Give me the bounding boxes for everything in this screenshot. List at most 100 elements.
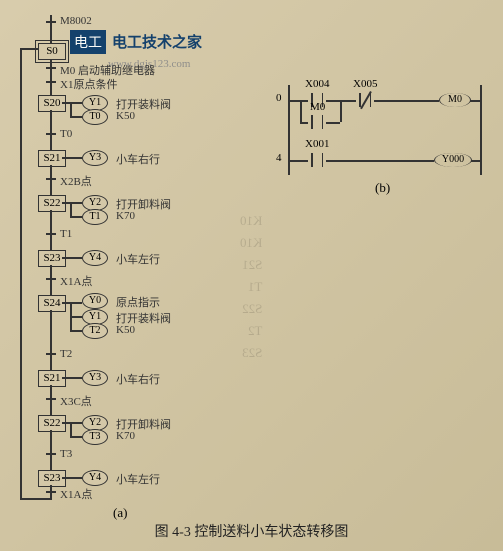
hline (70, 116, 82, 118)
out-y3-1-label: 小车右行 (116, 371, 160, 387)
out-t2: T2 (82, 323, 108, 339)
hline (288, 100, 308, 102)
tick (46, 233, 56, 235)
vline (50, 430, 52, 470)
vline (300, 100, 302, 122)
vline (50, 165, 52, 195)
contact-x005 (356, 93, 374, 107)
vline (70, 102, 72, 116)
step-s23-0: S23 (38, 250, 66, 267)
out-t3: T3 (82, 429, 108, 445)
tick (46, 353, 56, 355)
out-t0: T0 (82, 109, 108, 125)
out-t2-k: K50 (116, 324, 135, 336)
step-s22-0: S22 (38, 195, 66, 212)
contact-x001 (308, 153, 326, 167)
vline (50, 310, 52, 370)
step-s20: S20 (38, 95, 66, 112)
hline (62, 202, 82, 204)
vline-s0 (50, 59, 52, 95)
m8002-label: M8002 (60, 15, 92, 27)
out-t0-k: K50 (116, 110, 135, 122)
loop-top (20, 48, 38, 50)
label-x005: X005 (353, 78, 377, 90)
vline (50, 210, 52, 250)
out-t1: T1 (82, 209, 108, 225)
hline (62, 102, 82, 104)
label-x004: X004 (305, 78, 329, 90)
coil-m0: M0 (439, 93, 471, 107)
sub-b: (b) (375, 180, 390, 196)
out-y3-0: Y3 (82, 150, 108, 166)
hline (62, 377, 82, 379)
step-s0: S0 (38, 43, 66, 60)
tick (46, 133, 56, 135)
hline (70, 216, 82, 218)
step-s24: S24 (38, 295, 66, 312)
hline (62, 477, 82, 479)
vline (50, 265, 52, 295)
tick (46, 178, 56, 180)
tick-x1 (46, 81, 56, 83)
out-y4-0-label: 小车左行 (116, 251, 160, 267)
right-rail (480, 85, 482, 175)
hline (70, 436, 82, 438)
vline (70, 422, 72, 436)
ladder-diagram: 0 X004 X005 M0 M0 4 X001 Y000 (b) (280, 80, 490, 190)
hline (62, 302, 82, 304)
hline (62, 422, 82, 424)
out-y3-1: Y3 (82, 370, 108, 386)
left-rail (288, 85, 290, 175)
step-s22-1: S22 (38, 415, 66, 432)
sub-a: (a) (113, 505, 127, 521)
sfc-diagram: M8002 S0 M0 启动辅助继电器 X1原点条件 S20 Y1 打开装料阀 … (18, 15, 248, 500)
trans-x3: X3C点 (60, 393, 92, 409)
step-s23-1: S23 (38, 470, 66, 487)
trans-x1-0: X1A点 (60, 273, 92, 289)
tick (46, 278, 56, 280)
page: 电工 电工技术之家 www.dgjs123.com M8002 S0 M0 启动… (0, 0, 503, 551)
out-y0: Y0 (82, 293, 108, 309)
hline (62, 157, 82, 159)
hline (62, 257, 82, 259)
vline (50, 110, 52, 150)
out-y4-0: Y4 (82, 250, 108, 266)
loop-line (20, 48, 22, 498)
hline (471, 160, 480, 162)
tick (46, 491, 56, 493)
hline (70, 316, 82, 318)
x1-label: X1原点条件 (60, 76, 117, 92)
trans-t3: T3 (60, 448, 72, 460)
tick (46, 398, 56, 400)
figure-caption: 图 4-3 控制送料小车状态转移图 (0, 521, 503, 541)
step-s21-1: S21 (38, 370, 66, 387)
rung1-num: 4 (276, 152, 282, 164)
hline (470, 100, 480, 102)
loop-bottom (20, 498, 52, 500)
vline (70, 202, 72, 216)
trans-t1: T1 (60, 228, 72, 240)
vline (70, 302, 72, 330)
trans-x1-1: X1A点 (60, 486, 92, 502)
tick (46, 453, 56, 455)
hline (374, 100, 439, 102)
trans-t0: T0 (60, 128, 72, 140)
rung0-num: 0 (276, 92, 282, 104)
label-x001: X001 (305, 138, 329, 150)
coil-y000: Y000 (434, 153, 472, 167)
out-y3-0-label: 小车右行 (116, 151, 160, 167)
vline (340, 100, 342, 122)
out-t3-k: K70 (116, 430, 135, 442)
contact-m0-par (308, 115, 326, 129)
hline (326, 122, 340, 124)
tick-m0 (46, 67, 56, 69)
trans-t2: T2 (60, 348, 72, 360)
tick-m8002 (46, 21, 56, 23)
out-t1-k: K70 (116, 210, 135, 222)
out-y0-label: 原点指示 (116, 294, 160, 310)
step-s21-0: S21 (38, 150, 66, 167)
hline (300, 122, 308, 124)
hline (70, 330, 82, 332)
hline (326, 160, 434, 162)
trans-x2: X2B点 (60, 173, 92, 189)
